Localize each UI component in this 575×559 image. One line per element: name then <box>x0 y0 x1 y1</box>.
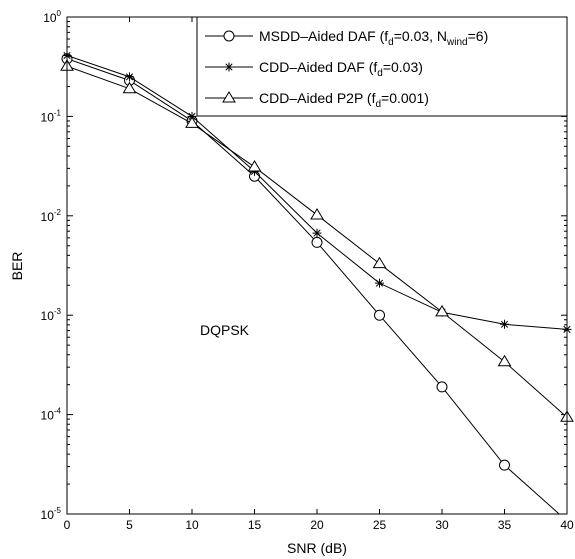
legend-marker-circle <box>224 31 234 41</box>
x-tick-label: 5 <box>126 518 133 532</box>
legend: MSDD–Aided DAF (fd=0.03, Nwind=6)CDD–Aid… <box>197 17 567 116</box>
data-point-circle <box>437 382 447 392</box>
legend-text-part: =6) <box>468 28 489 44</box>
x-tick-label: 0 <box>64 518 71 532</box>
data-point-circle <box>375 310 385 320</box>
x-tick-label: 15 <box>248 518 262 532</box>
legend-text-part: CDD–Aided P2P (f <box>259 90 376 106</box>
annotation-label: DQPSK <box>200 322 250 338</box>
legend-text-part: =0.03, N <box>394 28 447 44</box>
y-tick-label: 100 <box>43 9 61 25</box>
y-tick-base: 10 <box>41 309 55 323</box>
legend-text-part: MSDD–Aided DAF (f <box>259 28 388 44</box>
x-tick-label: 30 <box>435 518 449 532</box>
legend-subscript: wind <box>446 37 468 48</box>
y-axis-label: BER <box>9 252 25 281</box>
y-tick-label: 10-3 <box>41 307 62 323</box>
y-tick-base: 10 <box>43 11 57 25</box>
legend-marker-star <box>225 63 234 72</box>
y-tick-label: 10-4 <box>41 407 62 423</box>
y-tick-label: 10-2 <box>41 208 62 224</box>
y-tick-base: 10 <box>41 508 55 522</box>
x-tick-label: 10 <box>185 518 199 532</box>
data-point-star <box>375 279 384 288</box>
x-tick-label: 35 <box>498 518 512 532</box>
data-point-star <box>125 72 134 81</box>
y-tick-exponent: -3 <box>54 307 62 316</box>
y-tick-exponent: 0 <box>57 9 62 18</box>
data-point-circle <box>500 460 510 470</box>
x-tick-label: 40 <box>560 518 574 532</box>
y-tick-exponent: -1 <box>54 108 62 117</box>
y-tick-label: 10-1 <box>41 108 62 124</box>
y-tick-base: 10 <box>41 409 55 423</box>
legend-text-part: =0.03) <box>383 59 423 75</box>
y-tick-exponent: -4 <box>54 407 62 416</box>
data-point-star <box>313 229 322 238</box>
data-point-circle <box>312 237 322 247</box>
legend-text-part: CDD–Aided DAF (f <box>259 59 377 75</box>
y-tick-base: 10 <box>41 110 55 124</box>
y-tick-exponent: -5 <box>54 506 62 515</box>
x-tick-label: 20 <box>310 518 324 532</box>
x-axis-label: SNR (dB) <box>287 540 347 556</box>
y-tick-label: 10-5 <box>41 506 62 522</box>
data-point-star <box>500 320 509 329</box>
y-tick-base: 10 <box>41 210 55 224</box>
y-tick-exponent: -2 <box>54 208 62 217</box>
x-tick-label: 25 <box>373 518 387 532</box>
legend-text-part: =0.001) <box>381 90 429 106</box>
